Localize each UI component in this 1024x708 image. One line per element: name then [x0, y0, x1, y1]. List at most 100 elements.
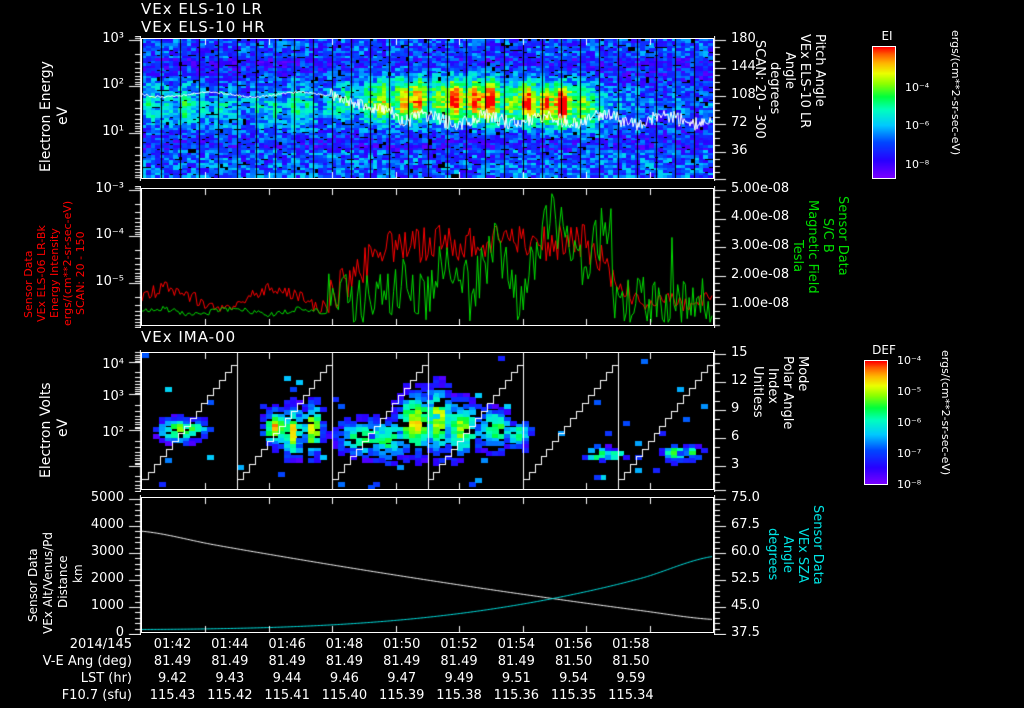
panel2-rtick-3: 2.00e-08	[731, 267, 790, 282]
panel1-ylabel-left-line1: eV	[55, 106, 71, 125]
panel4-ylabel-left-line1: VEx Alt/Venus/Pd	[41, 531, 55, 634]
axis-table-cell-ve_ang-0: 81.49	[153, 654, 192, 669]
panel2-rtick-0: 5.00e-08	[731, 181, 790, 196]
panel3-ylabel-right-line0: Mode	[795, 356, 810, 392]
axis-table-cell-time-8: 01:58	[612, 637, 650, 652]
panel1-title-hr: VEx ELS-10 HR	[141, 18, 266, 36]
axis-table-cell-lst-7: 9.54	[559, 671, 589, 686]
panel1-colorbar[interactable]	[872, 46, 896, 179]
axis-table-cell-lst-0: 9.42	[158, 671, 187, 686]
panel2-ylabel-left-line0: Sensor Data	[22, 250, 35, 318]
panel3-ylabel-left-line1: eV	[55, 418, 71, 437]
panel2-left-ticks	[127, 186, 141, 328]
panel4-rtick-4: 45.0	[731, 598, 760, 613]
axis-table-cell-lst-1: 9.43	[215, 671, 245, 686]
panel3-rtick-1: 12	[731, 373, 748, 388]
panel2-ytick-2: 10⁻⁵	[95, 274, 124, 289]
panel3-ylabel-left-line0: Electron Volts	[38, 382, 54, 478]
panel2-right-ticks	[714, 186, 728, 328]
axis-table-cell-time-1: 01:44	[211, 637, 249, 652]
panel4-ylabel-left-line2: Distance	[56, 555, 70, 608]
panel1-cbtick-0: 10⁻⁴	[905, 81, 930, 94]
panel1-colorbar-ticks	[896, 44, 906, 181]
panel4-ylabel-right-line3: degrees	[765, 528, 780, 581]
panel2-rtick-2: 3.00e-08	[731, 238, 790, 253]
axis-table-cell-ve_ang-3: 81.49	[325, 654, 364, 669]
panel3-spectrogram-canvas	[142, 353, 713, 489]
panel4-rtick-1: 67.5	[731, 517, 760, 532]
panel4-timeseries-canvas	[142, 498, 713, 632]
panel3-ytick-1: 10³	[102, 389, 124, 404]
panel4-ytick-1: 4000	[90, 517, 124, 532]
axis-table-cell-ve_ang-7: 81.50	[555, 654, 593, 669]
axis-table-cell-ve_ang-8: 81.50	[612, 654, 650, 669]
panel1-ytick-0: 10³	[102, 31, 124, 46]
panel1-colorbar-gradient	[873, 47, 895, 178]
panel1-rtick-1: 144	[731, 59, 756, 74]
panel4-rtick-2: 60.0	[731, 544, 760, 559]
panel1-ytick-2: 10¹	[102, 124, 124, 139]
panel3-colorbar[interactable]	[864, 360, 888, 485]
panel2-ylabel-right-line1: S/C B	[820, 218, 835, 253]
panel1-title-lr: VEx ELS-10 LR	[141, 0, 263, 18]
panel1-rtick-3: 72	[731, 115, 748, 130]
axis-table-cell-lst-5: 9.49	[444, 671, 474, 686]
panel3-colorbar-unit: ergs/(cm**2-sr-sec-eV)	[939, 350, 952, 476]
panel2-ylabel-left-line2: Energy Intensity	[48, 228, 61, 318]
axis-table-cell-ve_ang-6: 81.49	[497, 654, 535, 669]
axis-table-cell-time-6: 01:54	[497, 637, 536, 652]
panel2-rtick-1: 4.00e-08	[731, 209, 790, 224]
panel4-ylabel-right-line2: Angle	[780, 536, 795, 573]
panel3-ylabel-right-line3: Unitless	[750, 366, 765, 418]
panel1-ylabel-right-line1: VEx ELS-10 LR	[797, 34, 812, 129]
panel1-ylabel-left-line0: Electron Energy	[38, 61, 54, 172]
panel1-ytick-1: 10²	[102, 77, 124, 92]
panel3-cbtick-3: 10⁻⁷	[897, 447, 922, 460]
panel2-plot-area[interactable]	[141, 188, 714, 326]
axis-table-cell-ve_ang-4: 81.49	[383, 654, 421, 669]
panel1-rtick-4: 36	[731, 143, 748, 158]
panel4-ylabel-left-line0: Sensor Data	[26, 548, 40, 622]
panel3-colorbar-gradient	[865, 361, 887, 484]
panel3-right-ticks	[714, 350, 728, 492]
panel2-ylabel-right-line0: Sensor Data	[835, 196, 850, 276]
axis-table-cell-f107-8: 115.34	[608, 688, 654, 703]
panel1-left-ticks	[127, 36, 141, 181]
panel2-ylabel-left-line4: SCAN: 20 - 150	[74, 231, 87, 315]
panel1-right-ticks	[714, 36, 728, 181]
panel2-rtick-4: 1.00e-08	[731, 296, 790, 311]
panel4-ylabel-right-line1: VEx SZA	[795, 528, 810, 583]
axis-table-cell-time-0: 01:42	[153, 637, 192, 652]
axis-table-cell-ve_ang-1: 81.49	[211, 654, 249, 669]
panel4-ytick-0: 5000	[90, 490, 124, 505]
panel4-right-ticks	[714, 495, 728, 635]
panel3-plot-area[interactable]	[141, 352, 714, 490]
panel1-rtick-2: 108	[731, 87, 756, 102]
panel4-left-ticks	[127, 495, 141, 635]
axis-table-cell-time-7: 01:56	[554, 637, 593, 652]
panel1-plot-area[interactable]	[141, 38, 714, 179]
axis-table-row-label-3: F10.7 (sfu)	[61, 688, 132, 703]
panel3-cbtick-2: 10⁻⁶	[897, 416, 922, 429]
panel2-ylabel-right-line3: Tesla	[790, 240, 805, 273]
panel3-rtick-2: 9	[731, 401, 740, 416]
panel1-ylabel-right-line3: degrees	[767, 62, 782, 115]
panel2-ylabel-left-line1: VEx ELS-06 LR-Bk	[35, 225, 48, 322]
axis-table-cell-time-5: 01:52	[440, 637, 478, 652]
panel1-ylabel-right-line0: Pitch Angle	[812, 34, 827, 107]
axis-table-cell-ve_ang-2: 81.49	[268, 654, 306, 669]
axis-table-cell-lst-4: 9.47	[387, 671, 417, 686]
panel4-plot-area[interactable]	[141, 497, 714, 633]
panel3-rtick-3: 6	[731, 429, 740, 444]
axis-table-cell-f107-2: 115.41	[264, 688, 310, 703]
panel3-colorbar-ticks	[888, 358, 898, 487]
panel4-ytick-5: 0	[115, 625, 124, 640]
axis-table-cell-time-2: 01:46	[268, 637, 306, 652]
panel2-ytick-0: 10⁻³	[95, 181, 124, 196]
panel4-ytick-3: 2000	[90, 571, 124, 586]
panel2-timeseries-canvas	[142, 189, 713, 325]
axis-table-cell-f107-3: 115.40	[321, 688, 368, 703]
panel2-ytick-1: 10⁻⁴	[95, 227, 124, 242]
panel1-spectrogram-canvas	[142, 39, 713, 178]
